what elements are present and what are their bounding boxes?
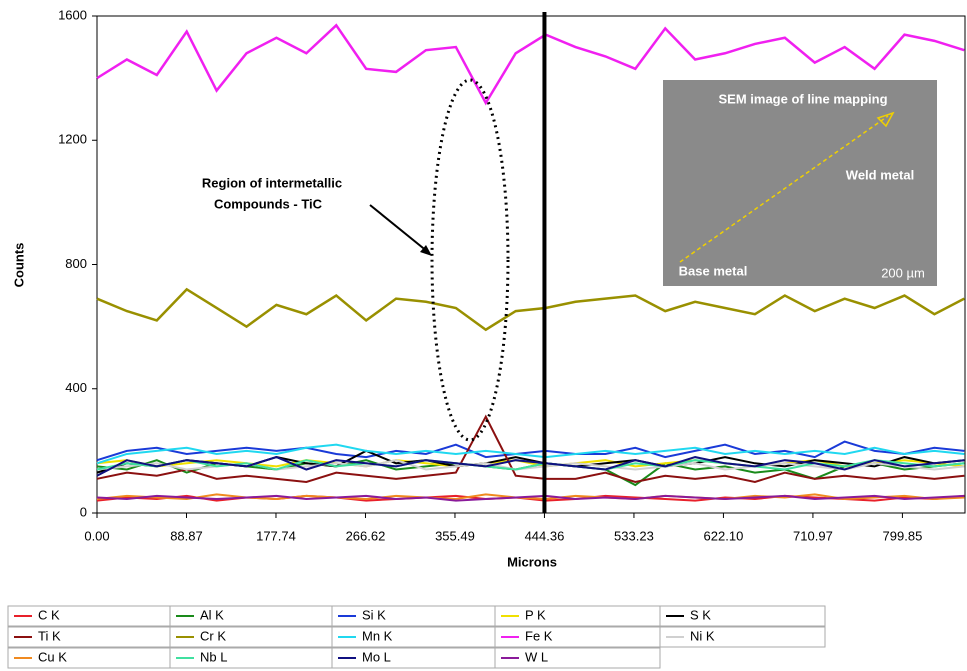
region-ellipse bbox=[432, 80, 508, 440]
legend-label: P K bbox=[525, 607, 546, 622]
x-axis-label: Microns bbox=[507, 554, 557, 569]
legend-label: W L bbox=[525, 649, 548, 664]
inset-title: SEM image of line mapping bbox=[718, 91, 887, 106]
legend-box bbox=[495, 606, 660, 626]
x-tick-label: 799.85 bbox=[883, 528, 923, 543]
legend-box bbox=[332, 648, 495, 668]
sem-image bbox=[663, 80, 937, 286]
x-tick-label: 177.74 bbox=[256, 528, 296, 543]
annotation: Compounds - TiC bbox=[214, 196, 323, 211]
legend-label: Fe K bbox=[525, 628, 553, 643]
legend-label: Ti K bbox=[38, 628, 61, 643]
legend-box bbox=[170, 606, 332, 626]
x-tick-label: 710.97 bbox=[793, 528, 833, 543]
y-tick-label: 0 bbox=[80, 504, 87, 519]
y-tick-label: 800 bbox=[65, 256, 87, 271]
x-tick-label: 266.62 bbox=[346, 528, 386, 543]
x-tick-label: 622.10 bbox=[704, 528, 744, 543]
legend-label: S K bbox=[690, 607, 711, 622]
x-tick-label: 533.23 bbox=[614, 528, 654, 543]
legend-label: Nb L bbox=[200, 649, 227, 664]
chart: Counts Microns Region of intermetallic C… bbox=[0, 0, 967, 671]
legend-box bbox=[660, 606, 825, 626]
legend-box bbox=[332, 606, 495, 626]
sem-inset: SEM image of line mapping Weld metal Bas… bbox=[663, 80, 937, 286]
legend-box bbox=[8, 606, 170, 626]
inset-scale: 200 µm bbox=[881, 265, 925, 280]
legend-box bbox=[495, 627, 660, 647]
inset-label: Base metal bbox=[679, 263, 748, 278]
legend-label: Mo L bbox=[362, 649, 391, 664]
series-line bbox=[97, 442, 964, 461]
y-axis-label: Counts bbox=[11, 243, 26, 288]
legend-label: Si K bbox=[362, 607, 386, 622]
legend-label: Ni K bbox=[690, 628, 715, 643]
legend-label: Cu K bbox=[38, 649, 67, 664]
annotation-arrow bbox=[370, 205, 428, 252]
legend-box bbox=[170, 648, 332, 668]
x-tick-label: 88.87 bbox=[170, 528, 203, 543]
legend-label: Mn K bbox=[362, 628, 393, 643]
x-tick-label: 444.36 bbox=[525, 528, 565, 543]
legend-box bbox=[495, 648, 660, 668]
legend-label: Al K bbox=[200, 607, 224, 622]
x-tick-label: 0.00 bbox=[84, 528, 109, 543]
annotation: Region of intermetallic bbox=[202, 175, 342, 190]
y-tick-label: 400 bbox=[65, 380, 87, 395]
legend-box bbox=[8, 648, 170, 668]
legend-label: Cr K bbox=[200, 628, 226, 643]
y-tick-label: 1600 bbox=[58, 7, 87, 22]
legend-box bbox=[170, 627, 332, 647]
legend-box bbox=[660, 627, 825, 647]
series-line bbox=[97, 289, 964, 329]
y-tick-label: 1200 bbox=[58, 132, 87, 147]
legend-label: C K bbox=[38, 607, 60, 622]
x-tick-label: 355.49 bbox=[435, 528, 475, 543]
legend-box bbox=[332, 627, 495, 647]
inset-label: Weld metal bbox=[846, 167, 914, 182]
legend-box bbox=[8, 627, 170, 647]
